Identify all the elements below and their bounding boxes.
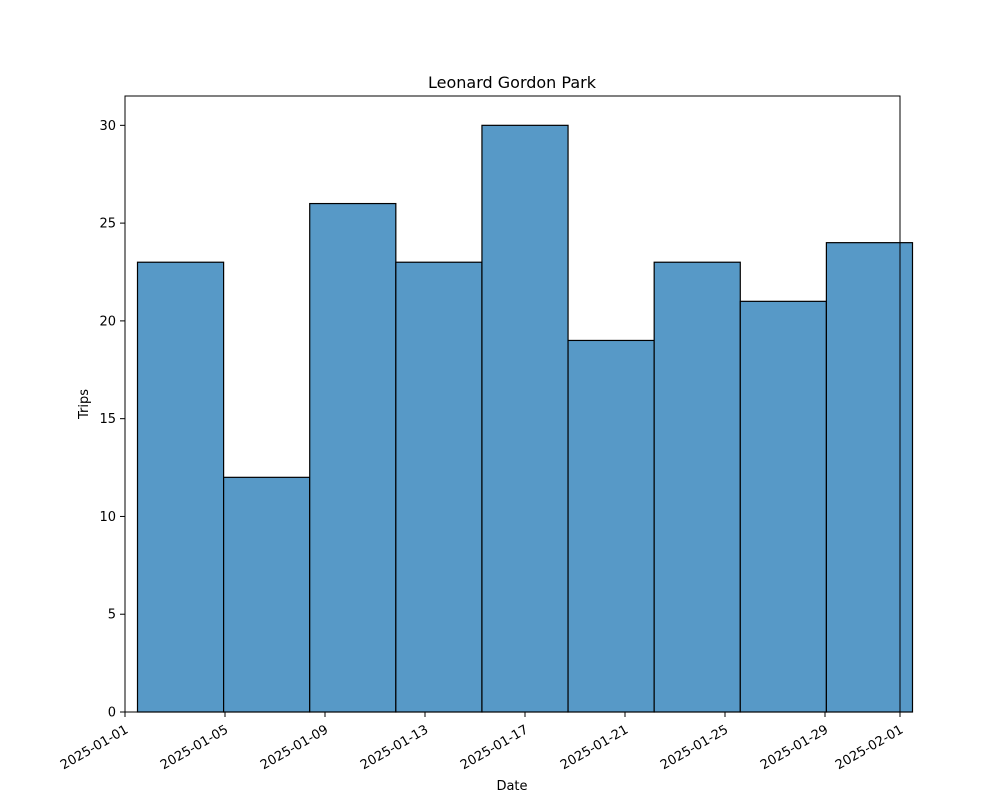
x-tick-label: 2025-02-01: [833, 722, 906, 773]
x-tick-label: 2025-01-17: [458, 722, 531, 773]
x-tick-label: 2025-01-29: [758, 722, 831, 773]
histogram-bar: [223, 476, 311, 713]
y-tick-label: 30: [99, 119, 116, 134]
y-tick-label: 5: [108, 608, 116, 623]
histogram-bar: [739, 300, 827, 713]
histogram-bar: [136, 261, 225, 713]
y-tick-label: 25: [99, 217, 116, 232]
bars-group: [136, 124, 914, 713]
histogram-bar: [309, 202, 397, 713]
y-tick-label: 10: [99, 510, 116, 525]
y-axis: 0 5 10 15 20 25 30: [99, 119, 125, 721]
x-axis-label: Date: [496, 779, 527, 794]
plot-frame: [124, 95, 901, 713]
x-tick-label: 2025-01-21: [558, 722, 631, 773]
histogram-bar: [395, 261, 483, 713]
x-tick-label: 2025-01-01: [58, 722, 131, 773]
histogram-bar: [481, 124, 569, 713]
y-axis-label: Trips: [77, 389, 92, 420]
x-tick-label: 2025-01-09: [258, 722, 331, 773]
x-axis: 2025-01-01 2025-01-05 2025-01-09 2025-01-13…: [58, 712, 906, 773]
y-tick-label: 20: [99, 314, 116, 329]
x-tick-label: 2025-01-25: [658, 722, 731, 773]
histogram-bar: [567, 339, 655, 713]
y-tick-label: 15: [99, 412, 116, 427]
histogram-bar: [825, 242, 914, 713]
x-tick-label: 2025-01-13: [358, 722, 431, 773]
y-tick-label: 0: [108, 706, 116, 721]
chart-title: Leonard Gordon Park: [428, 73, 597, 92]
x-tick-label: 2025-01-05: [158, 722, 231, 773]
histogram-bar: [653, 261, 741, 713]
